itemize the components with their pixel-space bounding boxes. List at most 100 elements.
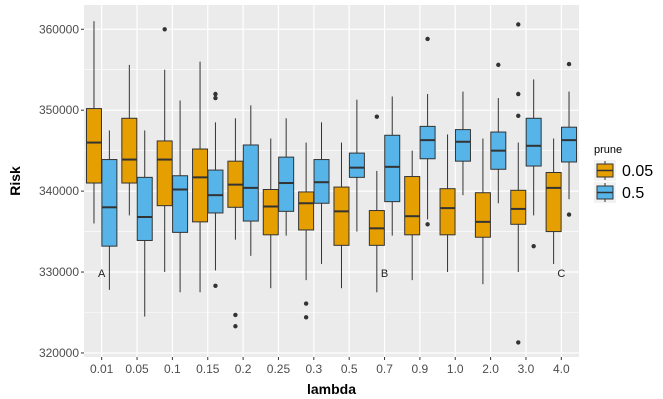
box-0.5-0.7 (384, 96, 401, 236)
box-0.05-0.05 (121, 64, 138, 216)
box-0.5-3.0 (525, 79, 542, 249)
outlier-point (233, 324, 238, 329)
outlier-point (496, 62, 501, 68)
box-0.05-0.2 (227, 118, 244, 329)
box-0.5-0.1 (172, 100, 189, 293)
box-iqr (454, 129, 471, 162)
y-tick-label: 330000 (39, 265, 79, 279)
box-iqr (242, 144, 259, 222)
box-iqr (404, 176, 421, 236)
outlier-point (162, 27, 167, 32)
box-iqr (207, 169, 224, 214)
outlier-point (566, 61, 572, 67)
box-0.05-0.01 (85, 21, 102, 224)
legend-label: 0.05 (622, 163, 653, 180)
legend-item-0.5: 0.5 (594, 182, 644, 203)
x-tick-label: 1.0 (447, 362, 464, 376)
box-iqr (474, 192, 491, 238)
box-iqr (136, 176, 153, 241)
x-tick-label: 2.0 (482, 362, 499, 376)
box-iqr (439, 188, 456, 236)
box-0.05-0.5 (333, 142, 350, 289)
outlier-point (213, 95, 218, 101)
box-0.05-0.25 (262, 138, 279, 289)
box-0.5-1.0 (454, 91, 471, 196)
annotation-label: B (381, 268, 388, 280)
box-0.5-0.2 (242, 105, 259, 256)
box-iqr (121, 117, 138, 184)
box-iqr (510, 189, 527, 225)
box-iqr (419, 125, 436, 160)
outlier-point (213, 283, 218, 288)
box-iqr (545, 172, 562, 233)
box-0.5-4.0 (561, 61, 578, 217)
y-tick-label: 340000 (39, 184, 79, 198)
box-0.05-0.1 (156, 27, 173, 273)
box-iqr (85, 108, 102, 184)
x-tick-label: 0.2 (235, 362, 252, 376)
box-0.5-0.25 (278, 118, 295, 236)
legend-item-0.05: 0.05 (594, 160, 653, 181)
box-iqr (278, 156, 295, 212)
outlier-point (516, 113, 521, 119)
box-iqr (172, 175, 189, 233)
box-iqr (262, 188, 279, 236)
y-axis: 320000 330000 340000 350000 360000 (39, 22, 84, 360)
box-0.05-0.15 (192, 61, 209, 293)
outlier-point (374, 114, 380, 119)
series-0.05 (85, 21, 562, 345)
box-iqr (156, 140, 173, 207)
box-iqr (298, 191, 315, 231)
annotation-label: A (98, 268, 106, 280)
box-0.05-4.0 (545, 138, 562, 264)
outlier-point (425, 222, 430, 227)
box-iqr (384, 134, 401, 203)
box-iqr (101, 159, 118, 247)
y-tick-label: 360000 (39, 22, 79, 36)
box-0.5-0.5 (348, 99, 365, 232)
box-0.05-0.9 (404, 150, 421, 281)
box-0.5-0.15 (207, 91, 224, 288)
outlier-point (516, 340, 521, 345)
box-iqr (192, 148, 209, 223)
box-0.05-0.7 (368, 114, 385, 293)
legend-label: 0.5 (622, 185, 644, 202)
box-0.5-0.01 (101, 130, 118, 290)
x-axis-title: lambda (307, 381, 356, 397)
box-0.05-0.3 (298, 142, 315, 320)
outlier-point (303, 315, 309, 320)
x-tick-label: 0.7 (376, 362, 393, 376)
y-tick-label: 350000 (39, 103, 79, 117)
outlier-point (213, 91, 218, 97)
legend: prune 0.05 0.5 (594, 144, 653, 203)
x-tick-label: 0.1 (164, 362, 181, 376)
legend-title: prune (594, 144, 622, 156)
box-series (85, 21, 578, 345)
x-tick-label: 0.5 (341, 362, 358, 376)
box-0.5-0.3 (313, 122, 330, 264)
series-0.5 (101, 36, 578, 317)
outlier-point (233, 312, 238, 318)
box-0.5-0.05 (136, 130, 153, 317)
outlier-point (566, 212, 572, 217)
outlier-point (303, 301, 309, 306)
box-iqr (333, 186, 350, 246)
box-iqr (525, 117, 542, 167)
box-iqr (348, 152, 365, 178)
x-tick-label: 0.05 (125, 362, 149, 376)
x-axis: 0.01 0.05 0.1 0.15 0.2 0.25 0.3 0.5 0.7 0.9 1.0 2.0… (90, 357, 570, 376)
box-0.5-2.0 (490, 62, 507, 204)
annotation-label: C (557, 268, 565, 280)
outlier-point (516, 91, 521, 97)
x-tick-label: 0.25 (267, 362, 291, 376)
x-tick-label: 0.15 (196, 362, 220, 376)
box-iqr (561, 126, 578, 163)
x-tick-label: 4.0 (553, 362, 570, 376)
x-tick-label: 0.3 (305, 362, 322, 376)
annotations: A B C (98, 268, 565, 280)
x-tick-label: 0.9 (412, 362, 429, 376)
box-0.05-2.0 (474, 138, 491, 285)
y-axis-title: Risk (7, 166, 23, 196)
